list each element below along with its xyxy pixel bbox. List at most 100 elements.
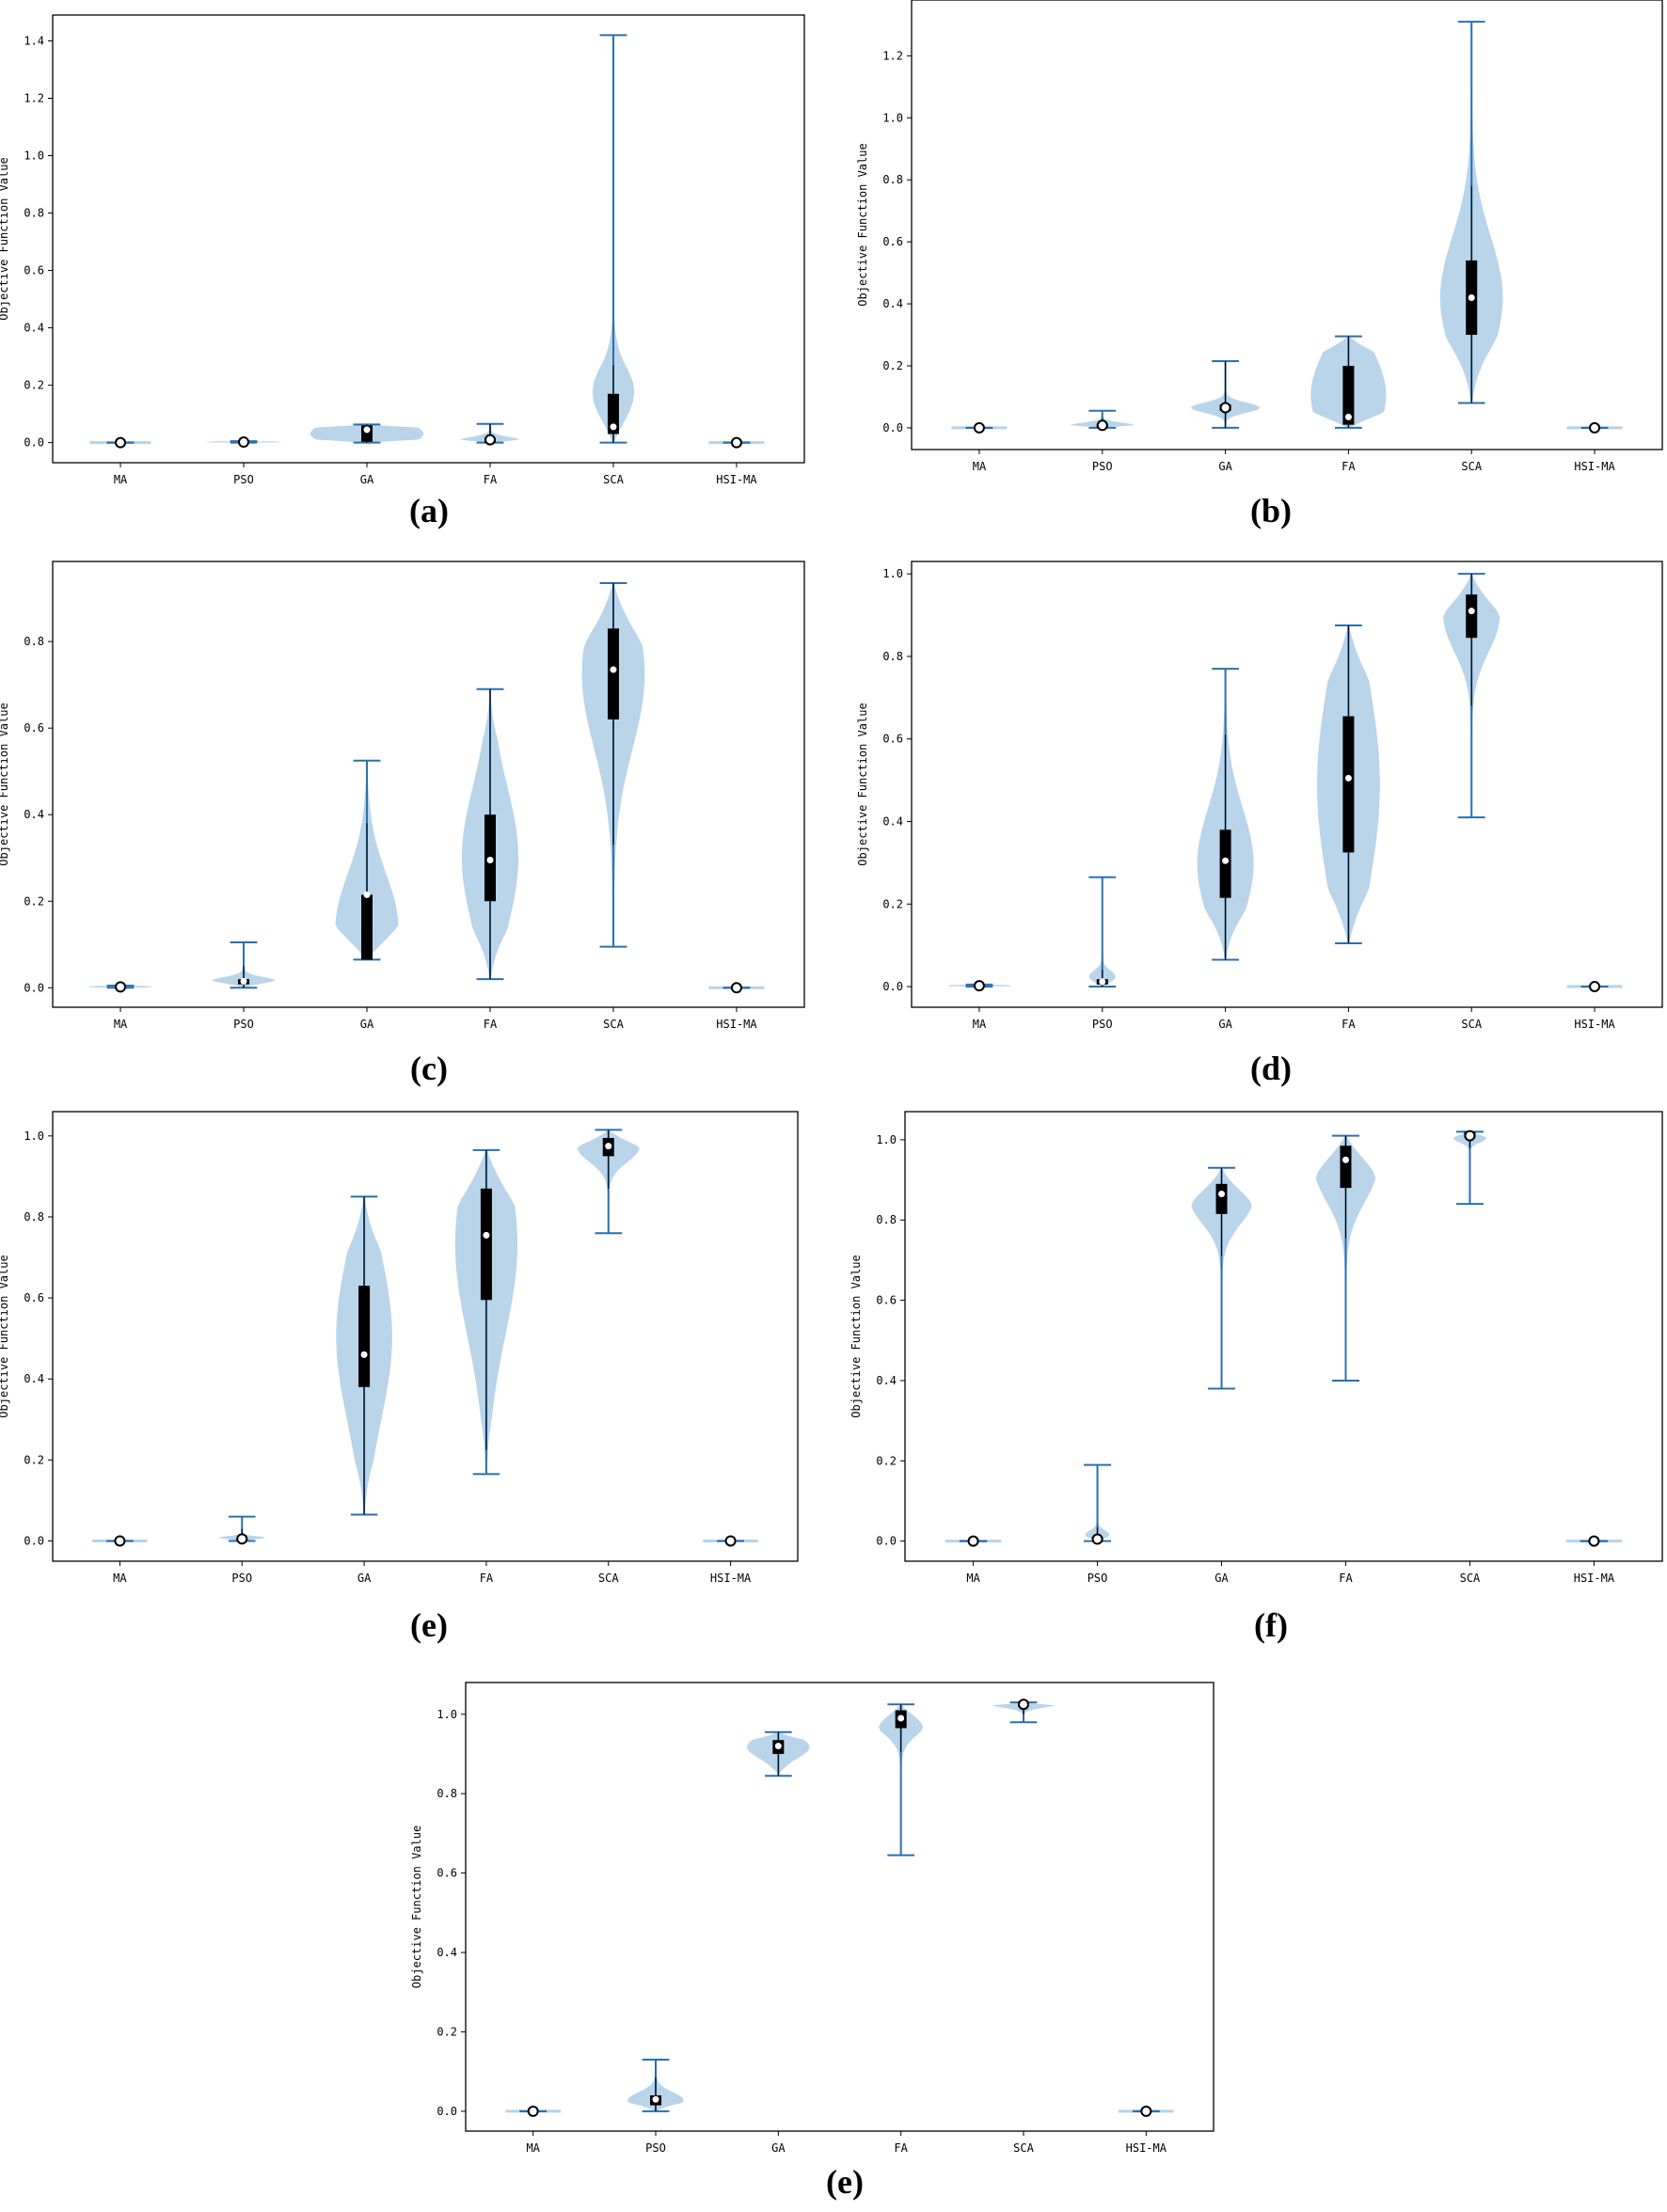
y-tick-label: 0.6 bbox=[24, 264, 44, 277]
violin-ma bbox=[947, 980, 1011, 992]
y-tick-label: 0.4 bbox=[24, 322, 44, 335]
x-tick-label: FA bbox=[484, 1018, 498, 1031]
y-axis-label: Objective Function Value bbox=[410, 1825, 423, 1988]
y-tick-label: 1.2 bbox=[882, 49, 903, 62]
chart-panel-1: 0.0 0.2 0.4 0.6 0.8 1.0 1.2 1.4 Objective Functi… bbox=[0, 14, 805, 486]
y-tick-label: 1.0 bbox=[437, 1708, 457, 1721]
y-tick-label: 0.6 bbox=[882, 235, 903, 248]
x-tick-label: MA bbox=[114, 1018, 128, 1031]
y-tick-label: 0.0 bbox=[882, 421, 903, 434]
median-marker bbox=[610, 423, 617, 431]
median-marker bbox=[484, 434, 496, 446]
x-tick-label: MA bbox=[966, 1572, 980, 1585]
y-tick-label: 0.0 bbox=[882, 980, 903, 993]
y-tick-label: 0.0 bbox=[437, 2105, 457, 2118]
violin-sca bbox=[1439, 21, 1503, 404]
median-marker bbox=[973, 980, 985, 992]
violin-hsi-ma bbox=[708, 436, 765, 449]
median-marker bbox=[1344, 774, 1352, 782]
x-tick-label: PSO bbox=[1092, 1018, 1113, 1031]
x-tick-label: GA bbox=[1218, 460, 1232, 473]
y-tick-label: 0.8 bbox=[24, 635, 44, 648]
violin-pso bbox=[1088, 876, 1117, 988]
violin-ga bbox=[1197, 668, 1254, 961]
y-tick-label: 0.2 bbox=[876, 1454, 897, 1467]
y-tick-label: 0.4 bbox=[24, 808, 44, 821]
x-tick-label: PSO bbox=[231, 1572, 252, 1585]
y-tick-label: 1.2 bbox=[24, 91, 44, 104]
chart-panel-7: 0.0 0.2 0.4 0.6 0.8 1.0 Objective Function Val… bbox=[410, 1682, 1215, 2155]
x-tick-label: HSI-MA bbox=[1574, 1572, 1615, 1585]
median-marker bbox=[897, 1714, 905, 1722]
x-tick-label: HSI-MA bbox=[710, 1572, 752, 1585]
y-tick-label: 0.6 bbox=[24, 721, 44, 735]
violin-ma bbox=[89, 436, 151, 449]
median-marker bbox=[1222, 857, 1230, 864]
violin-ga bbox=[747, 1730, 810, 1778]
median-marker bbox=[1091, 1533, 1103, 1545]
y-tick-label: 0.2 bbox=[24, 1453, 44, 1466]
violin-sca bbox=[577, 1129, 640, 1235]
y-tick-label: 0.0 bbox=[24, 981, 44, 994]
median-marker bbox=[1588, 1535, 1600, 1547]
median-marker bbox=[724, 1535, 737, 1547]
x-tick-label: MA bbox=[113, 1572, 127, 1585]
y-axis-label: Objective Function Value bbox=[856, 703, 869, 865]
x-tick-label: GA bbox=[771, 2141, 786, 2155]
plot-frame bbox=[911, 561, 1663, 1008]
median-marker bbox=[527, 2105, 539, 2117]
violin-hsi-ma bbox=[1566, 981, 1623, 993]
x-tick-label: SCA bbox=[603, 473, 624, 486]
iqr-box bbox=[1340, 1146, 1352, 1189]
panel-label: (a) bbox=[409, 492, 449, 529]
y-tick-label: 0.6 bbox=[882, 733, 903, 746]
x-tick-label: PSO bbox=[645, 2141, 666, 2155]
violin-ma bbox=[951, 421, 1008, 434]
y-tick-label: 0.2 bbox=[437, 2025, 457, 2038]
panel-label: (c) bbox=[410, 1050, 448, 1087]
median-marker bbox=[240, 977, 247, 985]
x-tick-label: HSI-MA bbox=[1126, 2141, 1167, 2155]
y-axis-label: Objective Function Value bbox=[0, 1255, 10, 1417]
violin-sca bbox=[1443, 573, 1500, 819]
violin-sca bbox=[992, 1698, 1055, 1724]
violin-ga bbox=[336, 1195, 392, 1516]
median-marker bbox=[1096, 419, 1108, 432]
violin-ga bbox=[335, 759, 399, 961]
median-marker bbox=[363, 426, 371, 434]
chart-panel-5: 0.0 0.2 0.4 0.6 0.8 1.0 Objective Function Val… bbox=[0, 1111, 799, 1585]
x-tick-label: FA bbox=[1342, 1018, 1356, 1031]
iqr-box bbox=[480, 1188, 492, 1301]
x-tick-label: MA bbox=[114, 473, 128, 486]
y-tick-label: 0.8 bbox=[24, 1210, 44, 1224]
x-tick-label: HSI-MA bbox=[1574, 1018, 1615, 1031]
median-marker bbox=[1468, 293, 1475, 301]
iqr-box bbox=[607, 393, 619, 434]
iqr-box bbox=[361, 894, 373, 960]
x-tick-label: FA bbox=[894, 2141, 908, 2155]
x-tick-label: SCA bbox=[1460, 1572, 1481, 1585]
median-marker bbox=[1219, 402, 1231, 414]
y-tick-label: 0.2 bbox=[882, 897, 903, 910]
violin-hsi-ma bbox=[708, 982, 765, 994]
x-tick-label: MA bbox=[973, 460, 987, 473]
median-marker bbox=[114, 1535, 126, 1547]
chart-panel-2: 0.0 0.2 0.4 0.6 0.8 1.0 1.2 Objective Function … bbox=[856, 0, 1663, 473]
x-tick-label: SCA bbox=[598, 1572, 619, 1585]
y-tick-label: 1.0 bbox=[882, 111, 903, 124]
x-tick-label: PSO bbox=[1088, 1572, 1108, 1585]
y-tick-label: 0.6 bbox=[876, 1294, 897, 1307]
violin-ma bbox=[92, 1535, 148, 1547]
violin-fa bbox=[1317, 624, 1380, 944]
median-marker bbox=[730, 982, 742, 994]
violin-ma bbox=[88, 981, 152, 993]
y-tick-label: 0.2 bbox=[882, 359, 903, 372]
median-marker bbox=[236, 1533, 248, 1545]
median-marker bbox=[360, 1351, 368, 1358]
median-marker bbox=[238, 436, 250, 449]
y-tick-label: 0.8 bbox=[24, 207, 44, 220]
x-tick-label: HSI-MA bbox=[716, 473, 757, 486]
panel-label: (e) bbox=[826, 2163, 864, 2201]
y-tick-label: 0.8 bbox=[437, 1787, 457, 1800]
